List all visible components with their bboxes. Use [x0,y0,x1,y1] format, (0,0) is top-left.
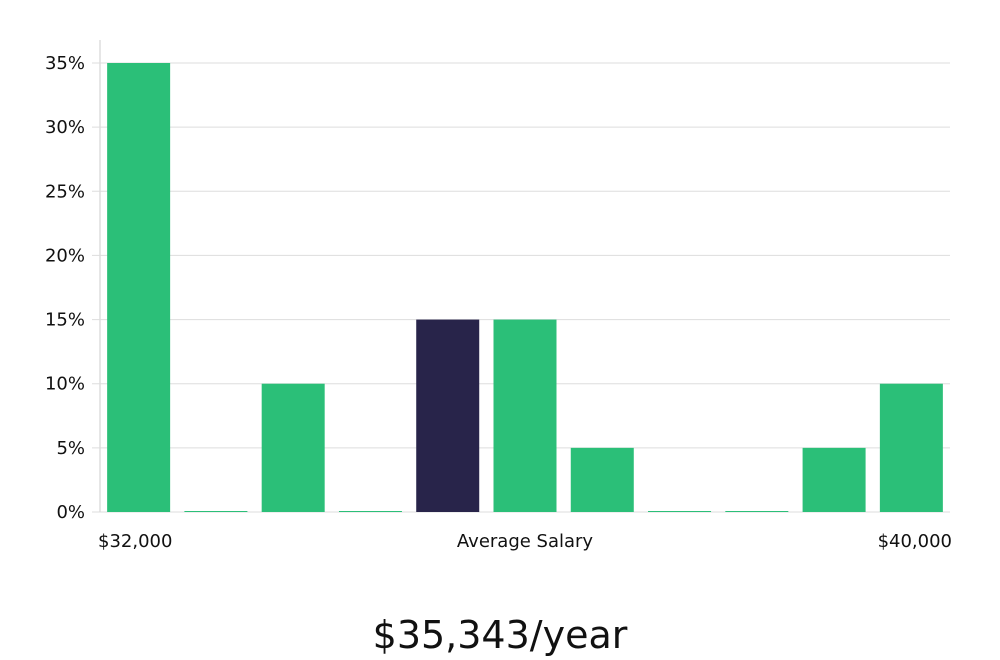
bar [648,511,712,512]
bar [493,319,557,512]
bar [338,511,402,512]
average-salary-value: $35,343/year [373,613,628,657]
y-tick-label: 25% [45,181,85,202]
bar [261,383,325,512]
y-tick-label: 10% [45,374,85,395]
y-tick-label: 15% [45,310,85,331]
bar [184,511,248,512]
bar [725,511,789,512]
bar [879,383,943,512]
y-tick-label: 20% [45,245,85,266]
y-tick-label: 0% [56,502,85,523]
x-right-label: $40,000 [878,531,952,552]
bar-highlight [416,319,480,512]
y-tick-label: 30% [45,117,85,138]
x-left-label: $32,000 [98,531,172,552]
x-center-label: Average Salary [457,531,594,552]
bar [802,447,866,512]
bar [107,63,171,512]
y-tick-labels: 0% 5% 10% 15% 20% 25% 30% 35% [45,53,85,523]
y-tick-label: 5% [56,438,85,459]
y-tick-label: 35% [45,53,85,74]
bar [570,447,634,512]
bars-layer [107,63,943,512]
